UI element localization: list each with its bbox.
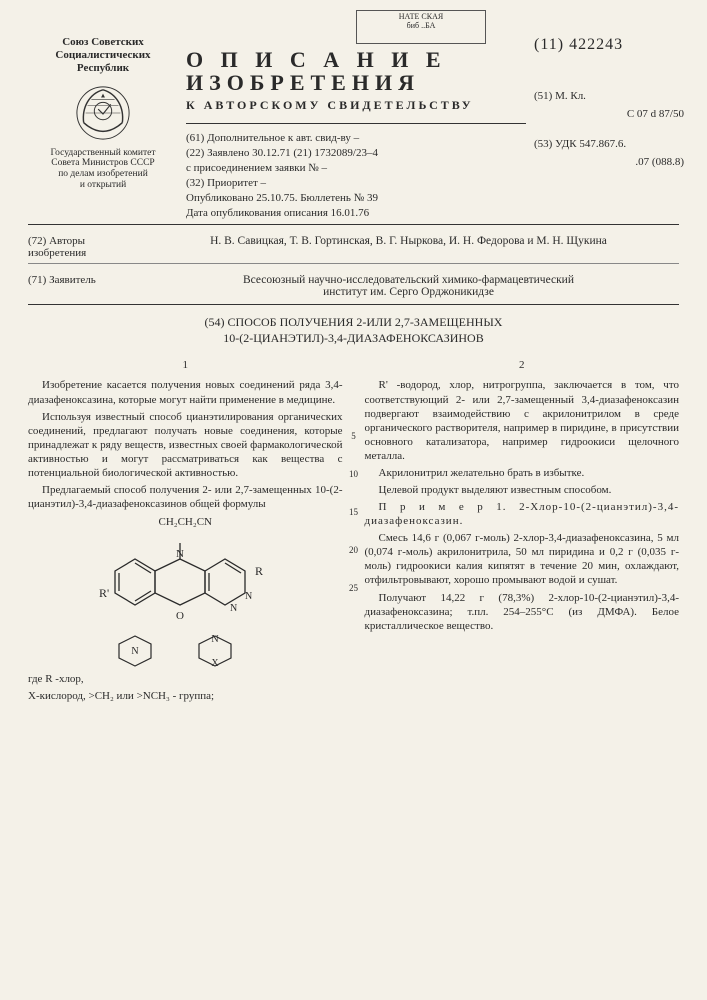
issuer-line: Союз Советских <box>28 36 178 49</box>
title-line: О П И С А Н И Е <box>186 48 526 71</box>
patent-page: НАТЕ СКАЯ биб ..БА Союз Советских Социал… <box>0 0 707 726</box>
column-2: 2 R' -водород, хлор, нитрогруппа, заклю­… <box>365 358 680 706</box>
body-paragraph: Используя известный способ цианэтили­ров… <box>28 410 343 480</box>
body-paragraph: R' -водород, хлор, нитрогруппа, заклю­ча… <box>365 378 680 462</box>
meta-32: (32) Приоритет – <box>186 177 526 189</box>
library-stamp: НАТЕ СКАЯ биб ..БА <box>356 10 486 44</box>
column-1: 1 Изобретение касается получения новых с… <box>28 358 343 706</box>
issuer-line: Республик <box>28 62 178 75</box>
issuer-name: Союз Советских Социалистических Республи… <box>28 36 178 76</box>
issuer-line: Социалистических <box>28 49 178 62</box>
applicant-label: (71) Заявитель <box>28 274 138 286</box>
example-title: П р и м е р 1. 2-Хлор-10-(2-циан­этил)-3… <box>365 500 680 528</box>
udk-label: (53) УДК 547.867.6. <box>534 138 626 150</box>
applicant-line: институт им. Серго Орджоникидзе <box>323 286 494 298</box>
body-where: где R -хлор, <box>28 672 343 686</box>
body-paragraph: Изобретение касается получения новых сое… <box>28 378 343 406</box>
doc-number: (11) 422243 <box>534 36 684 54</box>
column-number: 1 <box>28 358 343 372</box>
authors-names: Н. В. Савицкая, Т. В. Гортинская, В. Г. … <box>138 235 679 247</box>
body-columns: 1 Изобретение касается получения новых с… <box>28 358 679 706</box>
title-column: О П И С А Н И Е ИЗОБРЕТЕНИЯ К АВТОРСКОМУ… <box>186 30 526 222</box>
chem-label: CH₂CH₂CN <box>28 515 343 529</box>
stamp-line: биб ..БА <box>359 22 483 31</box>
phenoxazine-structure-icon: O N R R' N N <box>85 531 285 626</box>
line-number: 15 <box>343 494 365 532</box>
line-number-gutter: 5 10 15 20 25 <box>343 358 365 706</box>
applicant-line: Всесоюзный научно-исследовательский хими… <box>243 274 574 286</box>
title54-prefix: (54) <box>205 315 225 329</box>
applicant-name: Всесоюзный научно-исследовательский хими… <box>138 274 679 298</box>
chem-r-prime: R' <box>99 586 109 600</box>
svg-text:X: X <box>212 658 220 668</box>
body-paragraph: Акрилонитрил желательно брать в из­бытке… <box>365 466 680 480</box>
committee-line: Государственный комитет <box>28 148 178 159</box>
authors-label: (72) Авторы изобретения <box>28 235 138 259</box>
chemical-structure: CH₂CH₂CN <box>28 515 343 668</box>
svg-text:N: N <box>132 646 139 657</box>
meta-join: с присоединением заявки № – <box>186 162 526 174</box>
class-label: (51) М. Кл. <box>534 90 586 102</box>
committee-line: по делам изобретений <box>28 169 178 180</box>
divider <box>186 123 526 124</box>
meta-pubdate: Дата опубликования описания 16.01.76 <box>186 207 526 219</box>
ussr-emblem-icon <box>74 84 132 142</box>
doc-title: О П И С А Н И Е ИЗОБРЕТЕНИЯ <box>186 48 526 94</box>
line-number: 20 <box>343 532 365 570</box>
body-xline: X-кислород, >CH₂ или >NCH₃ - группа; <box>28 689 343 703</box>
issuer-column: Союз Советских Социалистических Республи… <box>28 30 178 222</box>
svg-text:N: N <box>230 603 237 614</box>
committee-line: и открытий <box>28 180 178 191</box>
example-label: П р и м е р 1. 2-Хлор-10-(2-циан­этил)-3… <box>365 501 680 527</box>
meta-22: (22) Заявлено 30.12.71 (21) 1732089/23–4 <box>186 147 526 159</box>
substituent-rings-icon: N N X <box>95 628 275 668</box>
udk-value: .07 (088.8) <box>534 156 684 168</box>
body-paragraph: Целевой продукт выделяют известным спосо… <box>365 483 680 497</box>
codes-column: (11) 422243 (51) М. Кл. С 07 d 87/50 (53… <box>534 30 684 222</box>
divider <box>28 304 679 305</box>
svg-text:O: O <box>176 610 184 622</box>
class-value: С 07 d 87/50 <box>534 108 684 120</box>
doc-number-prefix: (11) <box>534 36 564 53</box>
body-paragraph: Смесь 14,6 г (0,067 г-моль) 2-хлор-3,4-д… <box>365 531 680 587</box>
divider <box>28 224 679 225</box>
committee-line: Совета Министров СССР <box>28 158 178 169</box>
line-number: 25 <box>343 570 365 608</box>
header-grid: Союз Советских Социалистических Республи… <box>28 30 679 222</box>
body-paragraph: Получают 14,22 г (78,3%) 2-хлор-10-(2-ци… <box>365 591 680 633</box>
body-paragraph: Предлагаемый способ получения 2- или 2,7… <box>28 483 343 511</box>
title54-line: СПОСОБ ПОЛУЧЕНИЯ 2-ИЛИ 2,7-ЗАМЕЩЕННЫХ <box>228 315 503 329</box>
applicant-row: (71) Заявитель Всесоюзный научно-исследо… <box>28 274 679 298</box>
doc-subtitle: К АВТОРСКОМУ СВИДЕТЕЛЬСТВУ <box>186 98 526 113</box>
svg-text:N: N <box>176 548 184 560</box>
divider <box>28 263 679 264</box>
authors-row: (72) Авторы изобретения Н. В. Савицкая, … <box>28 235 679 259</box>
column-number: 2 <box>365 358 680 372</box>
line-number: 5 <box>343 418 365 456</box>
svg-text:N: N <box>212 634 219 645</box>
udk-53: (53) УДК 547.867.6. <box>534 138 684 150</box>
doc-number-value: 422243 <box>569 36 623 53</box>
meta-pub: Опубликовано 25.10.75. Бюллетень № 39 <box>186 192 526 204</box>
invention-title: (54) СПОСОБ ПОЛУЧЕНИЯ 2-ИЛИ 2,7-ЗАМЕЩЕНН… <box>28 315 679 346</box>
class-51: (51) М. Кл. <box>534 90 684 102</box>
svg-text:N: N <box>245 591 252 602</box>
committee-name: Государственный комитет Совета Министров… <box>28 148 178 192</box>
meta-61: (61) Дополнительное к авт. свид-ву – <box>186 132 526 144</box>
title-line: ИЗОБРЕТЕНИЯ <box>186 71 526 94</box>
title54-line: 10-(2-ЦИАНЭТИЛ)-3,4-ДИАЗАФЕНОКСАЗИНОВ <box>223 331 483 345</box>
chem-r: R <box>255 564 263 578</box>
line-number: 10 <box>343 456 365 494</box>
